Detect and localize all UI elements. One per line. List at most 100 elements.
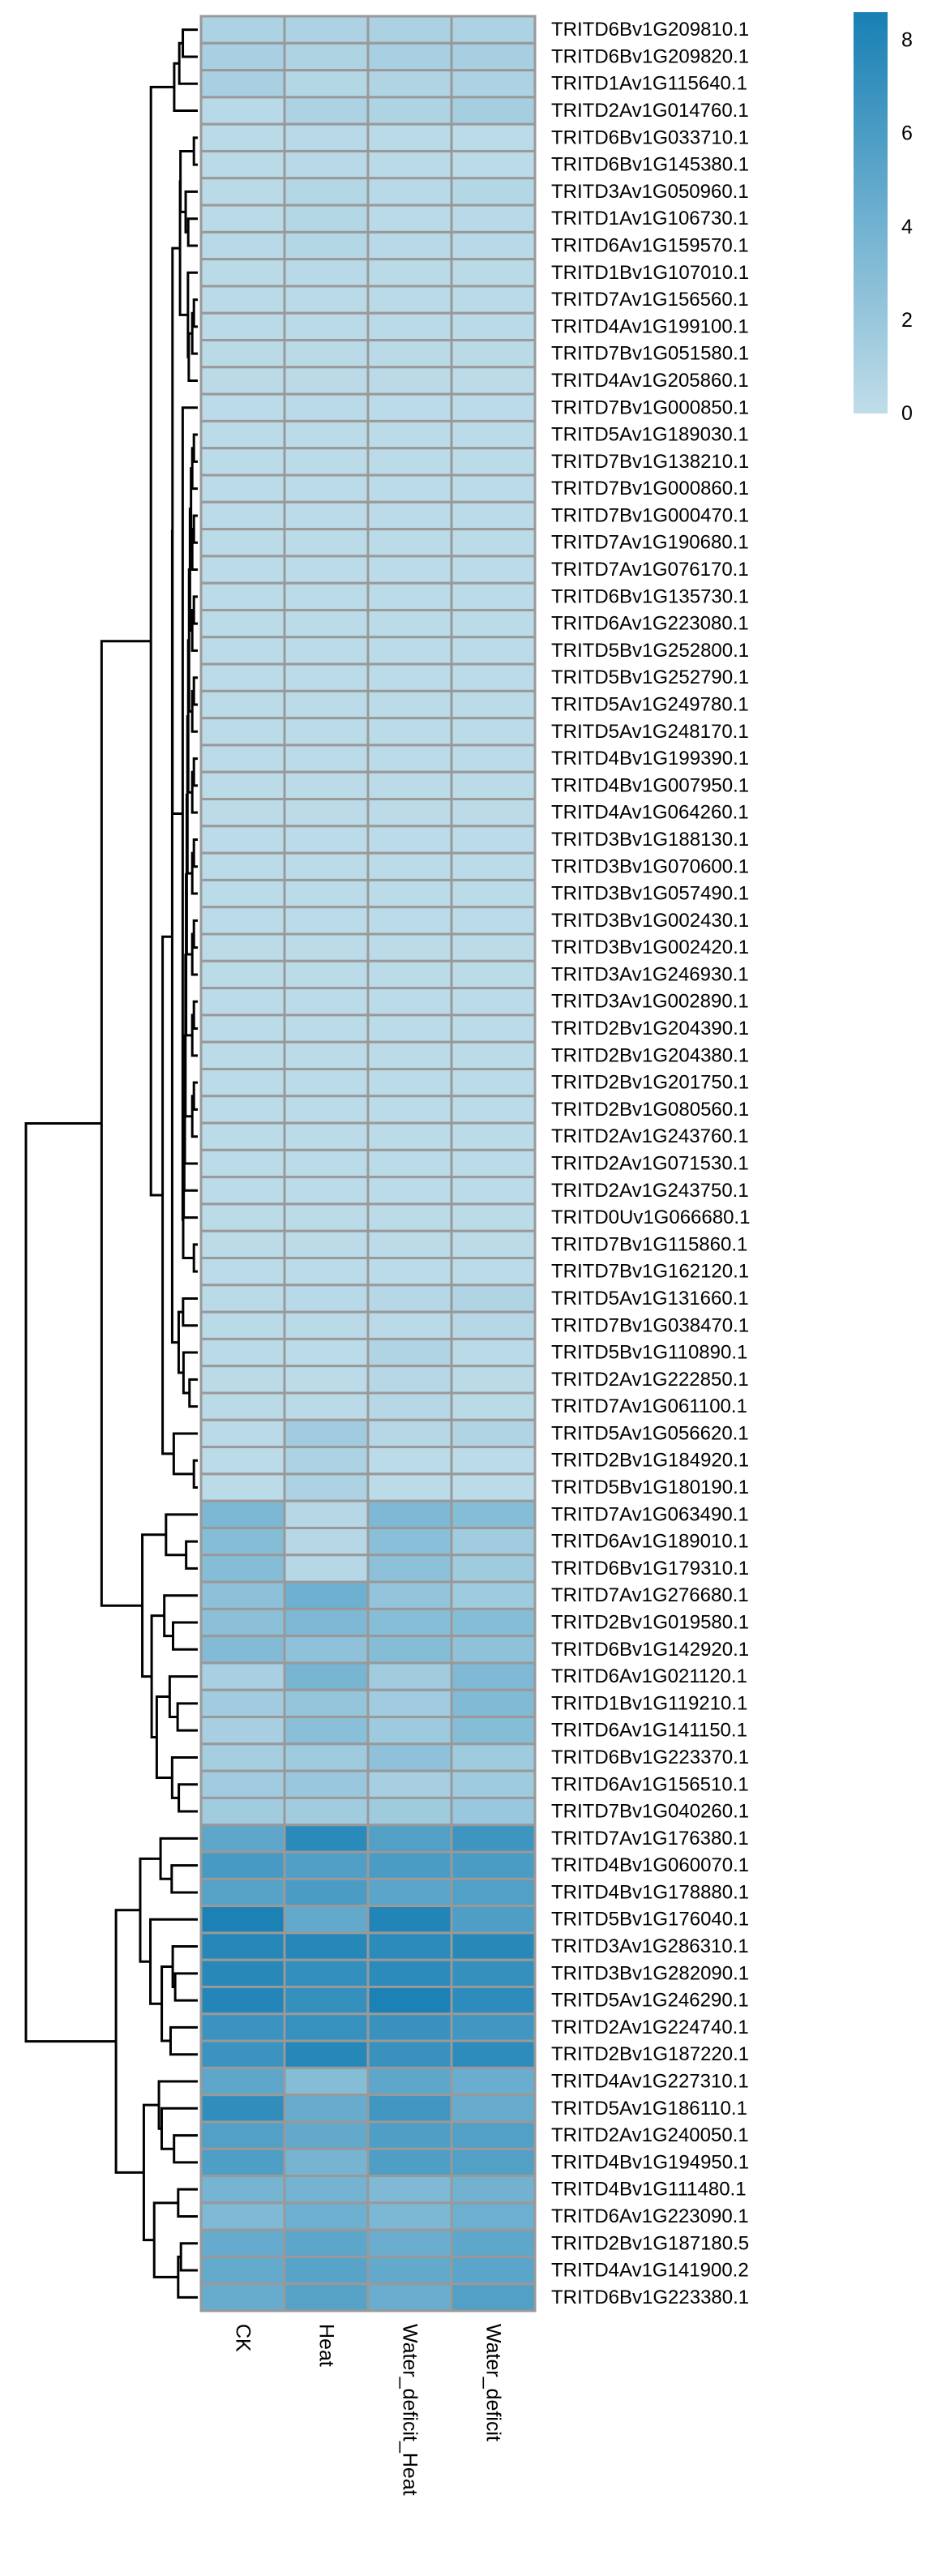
row-label: TRITD4Av1G205860.1 (551, 370, 749, 392)
row-label: TRITD4Bv1G199390.1 (551, 748, 749, 769)
heatmap-cell (450, 1229, 537, 1260)
heatmap-cell (199, 311, 286, 342)
heatmap-cell (366, 419, 453, 450)
heatmap-cell (366, 717, 453, 747)
heatmap-cell (199, 149, 286, 180)
heatmap-cell (199, 2066, 286, 2097)
dendrogram-branch (182, 28, 198, 58)
dendrogram-branch (152, 2201, 178, 2278)
heatmap-cell (366, 744, 453, 774)
heatmap-cell (199, 770, 286, 801)
row-label: TRITD7Bv1G000850.1 (551, 396, 749, 418)
heatmap-cell (283, 1472, 370, 1502)
row-label: TRITD5Av1G249780.1 (551, 694, 749, 716)
heatmap-cell (366, 96, 453, 126)
heatmap-cell (450, 1446, 537, 1476)
heatmap-cell (366, 1148, 453, 1179)
row-label: TRITD7Av1G190680.1 (551, 532, 749, 554)
heatmap-cell (366, 689, 453, 720)
heatmap-cell (199, 1607, 286, 1638)
heatmap-cell (199, 419, 286, 450)
heatmap-cell (283, 1067, 370, 1098)
heatmap-cell (366, 662, 453, 692)
heatmap-cell (283, 1446, 370, 1476)
heatmap-cell (450, 15, 537, 45)
row-label: TRITD1Bv1G107010.1 (551, 262, 749, 284)
dendrogram-branch (165, 1513, 198, 1557)
heatmap-cell (366, 285, 453, 315)
heatmap-cell (283, 1796, 370, 1827)
row-label: TRITD2Av1G240050.1 (551, 2124, 749, 2146)
heatmap-cell (283, 1635, 370, 1665)
heatmap-cell (199, 1661, 286, 1691)
row-label: TRITD5Bv1G176040.1 (551, 1909, 749, 1931)
heatmap-cell (366, 149, 453, 180)
dendrogram-branch (186, 217, 198, 247)
heatmap-cell (366, 1365, 453, 1395)
heatmap-cell (283, 447, 370, 477)
heatmap-cell (450, 1985, 537, 2016)
row-label: TRITD3Bv1G282090.1 (551, 1962, 749, 1984)
heatmap-cell (283, 1824, 370, 1854)
heatmap-cell (450, 69, 537, 99)
heatmap-cell (450, 230, 537, 261)
row-label: TRITD3Av1G002890.1 (551, 991, 749, 1013)
row-label: TRITD4Bv1G194950.1 (551, 2151, 749, 2173)
dendrogram-branch (192, 595, 198, 625)
heatmap-cell (366, 581, 453, 611)
dendrogram-branch (177, 2188, 198, 2218)
heatmap-cell (450, 258, 537, 288)
column-label: Heat (315, 2324, 338, 2367)
dendrogram-branch (190, 467, 193, 551)
heatmap-cell (450, 285, 537, 315)
heatmap-cell (199, 392, 286, 422)
heatmap-cell (199, 2228, 286, 2258)
heatmap-cell (450, 1688, 537, 1719)
heatmap-cell (450, 1850, 537, 1880)
dendrogram-branch (192, 1081, 198, 1111)
heatmap-cell (450, 2012, 537, 2042)
heatmap-cell (366, 1661, 453, 1691)
heatmap-cell (450, 1554, 537, 1584)
heatmap-cell (450, 906, 537, 936)
heatmap-cell (199, 366, 286, 396)
heatmap-cell (450, 1769, 537, 1799)
heatmap-cell (366, 339, 453, 369)
heatmap-cell (366, 1121, 453, 1151)
heatmap-cell (366, 1877, 453, 1908)
heatmap-cell (450, 1607, 537, 1638)
heatmap-cell (199, 717, 286, 747)
heatmap-cell (366, 41, 453, 72)
heatmap-cell (199, 1257, 286, 1287)
heatmap-cell (283, 1742, 370, 1772)
heatmap-cell (199, 959, 286, 990)
heatmap-cell (199, 41, 286, 72)
heatmap-cell (366, 2147, 453, 2178)
heatmap-cell (366, 1095, 453, 1125)
heatmap-cell (366, 1716, 453, 1746)
row-label: TRITD3Bv1G188130.1 (551, 829, 749, 851)
heatmap-cell (199, 608, 286, 639)
row-label: TRITD6Bv1G033710.1 (551, 126, 749, 148)
heatmap-cell (366, 1229, 453, 1260)
heatmap-cell (199, 528, 286, 558)
row-label: TRITD6Av1G223090.1 (551, 2205, 749, 2227)
heatmap-cell (283, 1176, 370, 1206)
heatmap-cell (283, 1554, 370, 1584)
heatmap-cell (283, 1607, 370, 1638)
dendrogram-branch (188, 1378, 198, 1408)
dendrogram-branch (179, 2242, 198, 2272)
heatmap-cell (450, 311, 537, 342)
heatmap-cell (450, 96, 537, 126)
heatmap-cell (283, 770, 370, 801)
heatmap-cell (283, 2201, 370, 2231)
row-label: TRITD6Bv1G223380.1 (551, 2287, 749, 2308)
heatmap-cell (366, 1446, 453, 1476)
dendrogram-branch (160, 2107, 198, 2150)
row-label: TRITD2Bv1G019580.1 (551, 1612, 749, 1634)
row-label: TRITD4Av1G199100.1 (551, 315, 749, 337)
heatmap-cell (283, 555, 370, 585)
dendrogram-branch (178, 41, 198, 85)
heatmap-cell (450, 1202, 537, 1232)
